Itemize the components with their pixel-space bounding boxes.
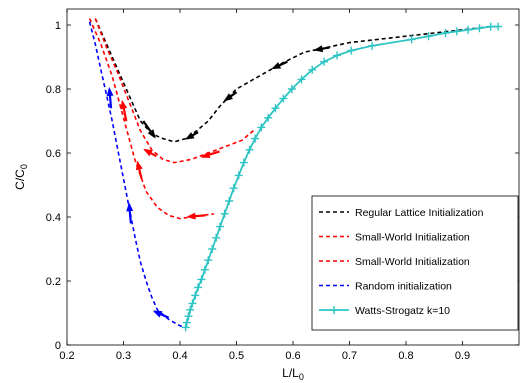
legend-label: Small-World Initialization: [355, 232, 470, 244]
legend-label: Regular Lattice Initialization: [355, 207, 484, 219]
x-axis-label-subscript: 0: [299, 372, 304, 382]
y-tick-label: 1: [55, 20, 61, 32]
series-point: [220, 209, 229, 218]
x-tick-label: 0.8: [398, 350, 413, 362]
x-axis-label: L/L0: [282, 366, 304, 382]
direction-arrow: [126, 202, 134, 224]
series-line-1: [94, 18, 254, 164]
series-point: [200, 265, 209, 274]
series-point: [320, 57, 329, 66]
y-tick-label: 0.8: [46, 84, 61, 96]
series-point: [204, 256, 213, 265]
series-line-0: [94, 18, 491, 143]
legend-entry: Small-World Initialization: [319, 256, 470, 268]
series-point: [181, 323, 190, 332]
legend-entry: Small-World Initialization: [319, 232, 470, 244]
series-point: [368, 41, 377, 50]
series-point: [486, 22, 495, 31]
series-point: [279, 94, 288, 103]
legend-label: Small-World Initialization: [355, 256, 470, 268]
series-point: [208, 245, 217, 253]
series-point: [464, 25, 473, 34]
x-tick-label: 0.7: [342, 350, 357, 362]
series-point: [216, 222, 225, 231]
tick-layer: 0.2 0.3 0.4 0.5 0.6 0.7 0.8 0.900.20.40.60.81: [46, 9, 519, 362]
y-axis-label: C/C0: [13, 164, 29, 190]
legend-entry: Regular Lattice Initialization: [319, 207, 484, 219]
direction-arrow: [271, 60, 288, 70]
series-point: [297, 75, 306, 84]
series-point: [347, 46, 356, 55]
x-tick-label: 0.9: [455, 350, 470, 362]
y-tick-label: 0.2: [46, 276, 61, 288]
legend: Regular Lattice Initialization Small-Worl…: [311, 195, 519, 331]
series-point: [251, 134, 260, 143]
y-axis-label-subscript: 0: [19, 164, 29, 169]
legend-entry: Random initialization: [319, 281, 452, 293]
x-tick-label: 0.3: [116, 350, 131, 362]
series-point: [191, 291, 200, 300]
legend-label: Random initialization: [355, 281, 452, 293]
direction-arrow: [200, 150, 220, 159]
arrow-layer: [106, 45, 330, 319]
direction-arrow: [223, 91, 238, 102]
series-point: [186, 305, 195, 314]
direction-arrow: [186, 212, 206, 220]
direction-arrow: [106, 87, 114, 109]
x-tick-label: 0.5: [229, 350, 244, 362]
legend-entry: Watts-Strogatz k=10: [319, 305, 450, 317]
legend-marker: [330, 306, 338, 314]
series-point: [494, 22, 503, 31]
y-tick-label: 0: [55, 340, 61, 352]
legend-label: Watts-Strogatz k=10: [355, 305, 450, 317]
direction-arrow: [185, 131, 199, 140]
series-point: [212, 233, 221, 242]
series-point: [308, 65, 317, 74]
direction-arrow: [152, 310, 170, 319]
series-point: [424, 32, 433, 41]
x-tick-label: 0.6: [285, 350, 300, 362]
series-point: [441, 29, 450, 37]
series-point: [194, 283, 203, 292]
series-point: [239, 158, 248, 167]
series-point: [475, 24, 484, 33]
direction-arrow: [120, 99, 128, 122]
series-point: [234, 171, 243, 180]
series-point: [287, 85, 296, 93]
series-point: [182, 318, 191, 327]
direction-arrow: [135, 160, 143, 179]
series-point: [264, 113, 273, 122]
series-point: [188, 299, 197, 308]
y-tick-label: 0.6: [46, 148, 61, 160]
series-point: [245, 145, 254, 154]
direction-arrow: [143, 148, 157, 158]
direction-arrow: [313, 45, 330, 53]
direction-arrow: [142, 120, 156, 139]
legend-box: [311, 195, 519, 331]
series-point: [225, 197, 234, 205]
series-point: [407, 35, 416, 44]
series-point: [229, 184, 238, 193]
series-point: [257, 123, 266, 132]
series-point: [184, 312, 193, 321]
series-point: [197, 275, 206, 284]
x-tick-label: 0.2: [59, 350, 74, 362]
y-tick-label: 0.4: [46, 212, 61, 224]
series-point: [452, 27, 461, 36]
series-point: [271, 104, 280, 113]
series-point: [333, 51, 342, 60]
x-tick-label: 0.4: [172, 350, 187, 362]
